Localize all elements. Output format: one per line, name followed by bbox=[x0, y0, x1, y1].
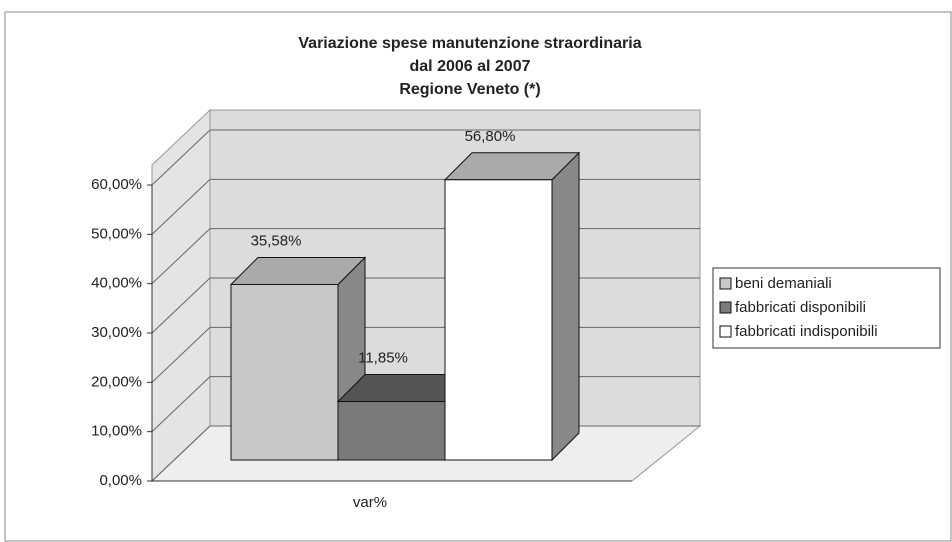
bar bbox=[443, 151, 581, 462]
legend-box bbox=[712, 267, 941, 349]
side-wall bbox=[151, 108, 211, 483]
legend-swatch bbox=[719, 301, 732, 314]
grid-line bbox=[151, 178, 211, 235]
legend-swatch bbox=[719, 277, 732, 290]
legend-label: fabbricati disponibili bbox=[735, 299, 866, 316]
legend-label: beni demaniali bbox=[735, 275, 832, 292]
chart-title: dal 2006 al 2007 bbox=[410, 58, 531, 75]
grid-line bbox=[151, 376, 211, 433]
grid-line bbox=[151, 277, 211, 334]
y-tick-label: 20,00% bbox=[91, 373, 142, 390]
value-label: 11,85% bbox=[358, 350, 408, 367]
y-tick-label: 30,00% bbox=[91, 324, 142, 341]
y-tick-label: 60,00% bbox=[91, 176, 142, 193]
value-label: 35,58% bbox=[251, 232, 302, 249]
grid-line bbox=[151, 326, 211, 383]
chart-title: Variazione spese manutenzione straordina… bbox=[298, 35, 641, 52]
bar bbox=[229, 256, 367, 462]
legend-swatch bbox=[719, 325, 732, 338]
grid-line bbox=[151, 129, 211, 186]
x-tick-label: var% bbox=[353, 494, 387, 511]
chart-title: Regione Veneto (*) bbox=[399, 81, 540, 98]
value-label: 56,80% bbox=[465, 128, 516, 145]
grid-line bbox=[151, 425, 211, 482]
y-tick-label: 10,00% bbox=[91, 423, 142, 440]
legend-label: fabbricati indisponibili bbox=[735, 323, 878, 340]
y-tick-label: 0,00% bbox=[99, 472, 142, 489]
y-tick-label: 50,00% bbox=[91, 225, 142, 242]
y-tick-label: 40,00% bbox=[91, 275, 142, 292]
grid-line bbox=[151, 228, 211, 285]
